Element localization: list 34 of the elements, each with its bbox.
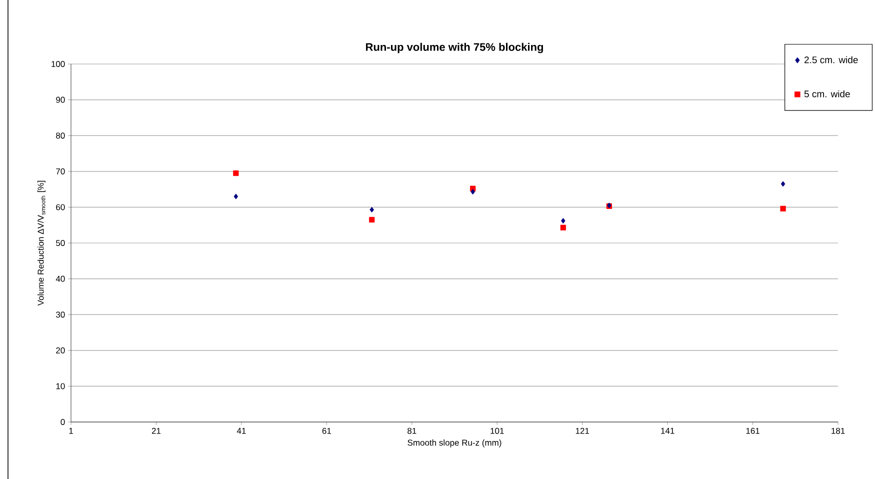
y-tick-label: 50 [56,240,65,246]
point [369,216,375,223]
y-tick-label: 90 [56,96,65,103]
x-tick-label: 161 [746,428,760,434]
y-tick-label: 30 [56,312,65,318]
chart-title: Run-up volume with 75% blocking [366,42,543,54]
y-tick-label: 70 [56,168,65,174]
point [233,170,239,176]
y-tick-label: 100 [52,60,65,67]
y-tick-label: 60 [56,204,65,210]
y-tick-label: 40 [56,276,65,282]
x-tick-label: 181 [832,428,845,434]
y-tick-label: 80 [56,132,65,139]
x-tick-label: 81 [408,428,416,434]
point [234,194,238,200]
point [780,206,786,212]
y-tick-label: 20 [56,347,65,354]
x-tick-label: 21 [152,428,161,434]
x-axis-title: Smooth slope Ru-z (mm) [408,439,502,448]
x-tick-label: 1 [69,428,73,434]
point [561,218,566,224]
point [560,224,566,230]
legend-label: 2.5 cm. wide [804,56,858,64]
x-tick-label: 61 [322,428,331,434]
y-axis-title: Volume Reduction ΔV/V$_{smooth}$ [%] [37,180,46,306]
x-tick-label: 121 [576,428,590,434]
y-tick-label: 10 [56,383,65,390]
x-tick-label: 141 [661,428,674,434]
x-tick-label: 101 [490,428,504,434]
point [780,181,786,187]
point [470,189,475,195]
legend-label: 5 cm. wide [804,90,850,98]
y-tick-label: 0 [60,419,65,426]
x-tick-label: 41 [236,428,246,434]
